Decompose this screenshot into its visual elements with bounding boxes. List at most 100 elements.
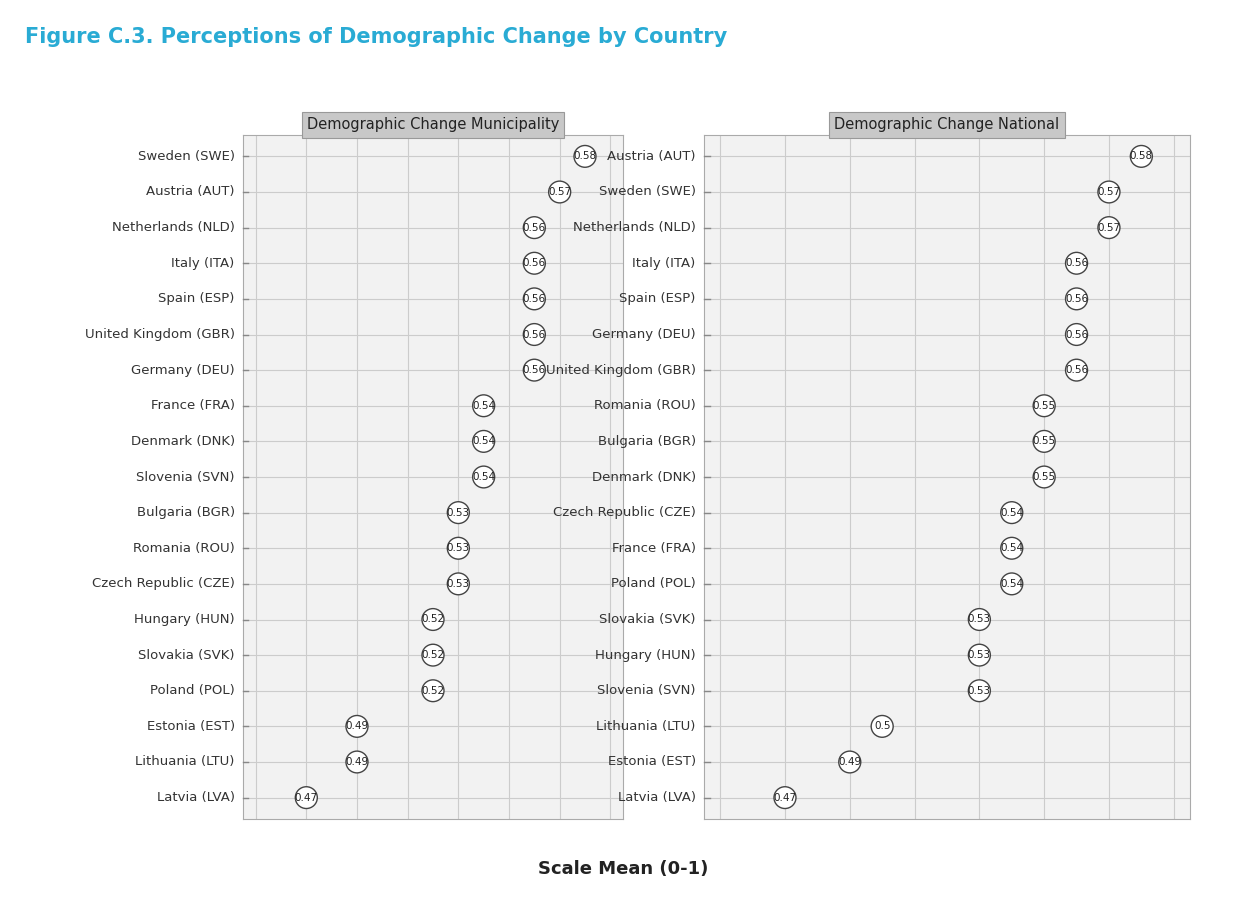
Text: 0.49: 0.49 <box>839 757 861 767</box>
Text: Slovakia (SVK): Slovakia (SVK) <box>599 613 695 626</box>
Text: 0.5: 0.5 <box>873 722 891 732</box>
Text: 0.53: 0.53 <box>968 650 991 660</box>
Text: United Kingdom (GBR): United Kingdom (GBR) <box>85 328 234 341</box>
Text: 0.52: 0.52 <box>421 686 445 696</box>
Text: 0.53: 0.53 <box>447 579 470 589</box>
Text: 0.54: 0.54 <box>472 472 495 482</box>
Text: Denmark (DNK): Denmark (DNK) <box>592 471 695 483</box>
Ellipse shape <box>1065 288 1088 310</box>
Text: 0.52: 0.52 <box>421 650 445 660</box>
Text: Lithuania (LTU): Lithuania (LTU) <box>136 755 234 769</box>
Text: Poland (POL): Poland (POL) <box>611 578 695 590</box>
Ellipse shape <box>871 716 893 737</box>
Ellipse shape <box>523 217 546 239</box>
Text: Bulgaria (BGR): Bulgaria (BGR) <box>598 435 695 448</box>
Text: 0.55: 0.55 <box>1033 400 1055 410</box>
Ellipse shape <box>422 644 444 666</box>
Text: Sweden (SWE): Sweden (SWE) <box>137 150 234 163</box>
Text: Romania (ROU): Romania (ROU) <box>594 400 695 412</box>
Ellipse shape <box>968 680 991 702</box>
Text: Estonia (EST): Estonia (EST) <box>608 755 695 769</box>
Text: Sweden (SWE): Sweden (SWE) <box>598 185 695 199</box>
Ellipse shape <box>1098 181 1120 202</box>
Text: Latvia (LVA): Latvia (LVA) <box>157 791 234 804</box>
Ellipse shape <box>1065 324 1088 346</box>
Text: Hungary (HUN): Hungary (HUN) <box>135 613 234 626</box>
Text: 0.56: 0.56 <box>523 222 546 232</box>
Ellipse shape <box>472 430 495 453</box>
Ellipse shape <box>1033 395 1055 417</box>
Text: 0.57: 0.57 <box>1098 222 1120 232</box>
Ellipse shape <box>472 466 495 488</box>
Ellipse shape <box>548 181 571 202</box>
Text: United Kingdom (GBR): United Kingdom (GBR) <box>546 364 695 376</box>
Text: Lithuania (LTU): Lithuania (LTU) <box>597 720 695 733</box>
Text: 0.53: 0.53 <box>968 615 991 625</box>
Text: 0.54: 0.54 <box>1001 579 1023 589</box>
Text: Estonia (EST): Estonia (EST) <box>147 720 234 733</box>
Ellipse shape <box>523 252 546 274</box>
Ellipse shape <box>1065 252 1088 274</box>
Ellipse shape <box>1001 501 1023 524</box>
Text: Bulgaria (BGR): Bulgaria (BGR) <box>137 506 234 519</box>
Ellipse shape <box>968 608 991 630</box>
Text: 0.56: 0.56 <box>523 365 546 375</box>
Text: France (FRA): France (FRA) <box>151 400 234 412</box>
Text: Poland (POL): Poland (POL) <box>150 684 234 698</box>
Text: Slovakia (SVK): Slovakia (SVK) <box>138 649 234 662</box>
Text: Spain (ESP): Spain (ESP) <box>158 292 234 305</box>
Text: 0.53: 0.53 <box>447 544 470 554</box>
Text: Germany (DEU): Germany (DEU) <box>592 328 695 341</box>
Text: Hungary (HUN): Hungary (HUN) <box>596 649 695 662</box>
Ellipse shape <box>346 716 368 737</box>
Title: Demographic Change Municipality: Demographic Change Municipality <box>307 117 559 132</box>
Ellipse shape <box>1001 573 1023 595</box>
Text: 0.56: 0.56 <box>1065 329 1088 339</box>
Text: 0.57: 0.57 <box>548 187 571 197</box>
Ellipse shape <box>839 752 861 773</box>
Text: 0.56: 0.56 <box>1065 365 1088 375</box>
Ellipse shape <box>346 752 368 773</box>
Text: 0.47: 0.47 <box>774 793 796 803</box>
Text: 0.56: 0.56 <box>1065 258 1088 268</box>
Text: Denmark (DNK): Denmark (DNK) <box>131 435 234 448</box>
Text: 0.56: 0.56 <box>523 329 546 339</box>
Text: 0.56: 0.56 <box>1065 294 1088 304</box>
Text: Austria (AUT): Austria (AUT) <box>146 185 234 199</box>
Text: 0.54: 0.54 <box>1001 544 1023 554</box>
Text: 0.55: 0.55 <box>1033 436 1055 446</box>
Text: 0.49: 0.49 <box>345 722 369 732</box>
Text: Latvia (LVA): Latvia (LVA) <box>618 791 695 804</box>
Ellipse shape <box>523 288 546 310</box>
Text: 0.53: 0.53 <box>447 508 470 518</box>
Text: 0.49: 0.49 <box>345 757 369 767</box>
Text: France (FRA): France (FRA) <box>612 542 695 554</box>
Ellipse shape <box>447 501 470 524</box>
Ellipse shape <box>472 395 495 417</box>
Text: Czech Republic (CZE): Czech Republic (CZE) <box>553 506 695 519</box>
Text: 0.56: 0.56 <box>523 294 546 304</box>
Ellipse shape <box>968 644 991 666</box>
Text: 0.54: 0.54 <box>472 400 495 410</box>
Text: Czech Republic (CZE): Czech Republic (CZE) <box>92 578 234 590</box>
Text: 0.47: 0.47 <box>295 793 318 803</box>
Text: Italy (ITA): Italy (ITA) <box>633 256 695 270</box>
Ellipse shape <box>422 608 444 630</box>
Text: Romania (ROU): Romania (ROU) <box>133 542 234 554</box>
Ellipse shape <box>447 537 470 559</box>
Text: Netherlands (NLD): Netherlands (NLD) <box>573 221 695 234</box>
Ellipse shape <box>574 146 596 167</box>
Text: 0.58: 0.58 <box>1130 151 1153 161</box>
Text: 0.56: 0.56 <box>523 258 546 268</box>
Text: Slovenia (SVN): Slovenia (SVN) <box>597 684 695 698</box>
Text: 0.57: 0.57 <box>1098 187 1120 197</box>
Text: 0.55: 0.55 <box>1033 472 1055 482</box>
Ellipse shape <box>1001 537 1023 559</box>
Text: Figure C.3. Perceptions of Demographic Change by Country: Figure C.3. Perceptions of Demographic C… <box>25 27 728 47</box>
Text: 0.54: 0.54 <box>1001 508 1023 518</box>
Text: Slovenia (SVN): Slovenia (SVN) <box>136 471 234 483</box>
Text: Spain (ESP): Spain (ESP) <box>619 292 695 305</box>
Ellipse shape <box>295 787 318 808</box>
Ellipse shape <box>774 787 796 808</box>
Text: Germany (DEU): Germany (DEU) <box>131 364 234 376</box>
